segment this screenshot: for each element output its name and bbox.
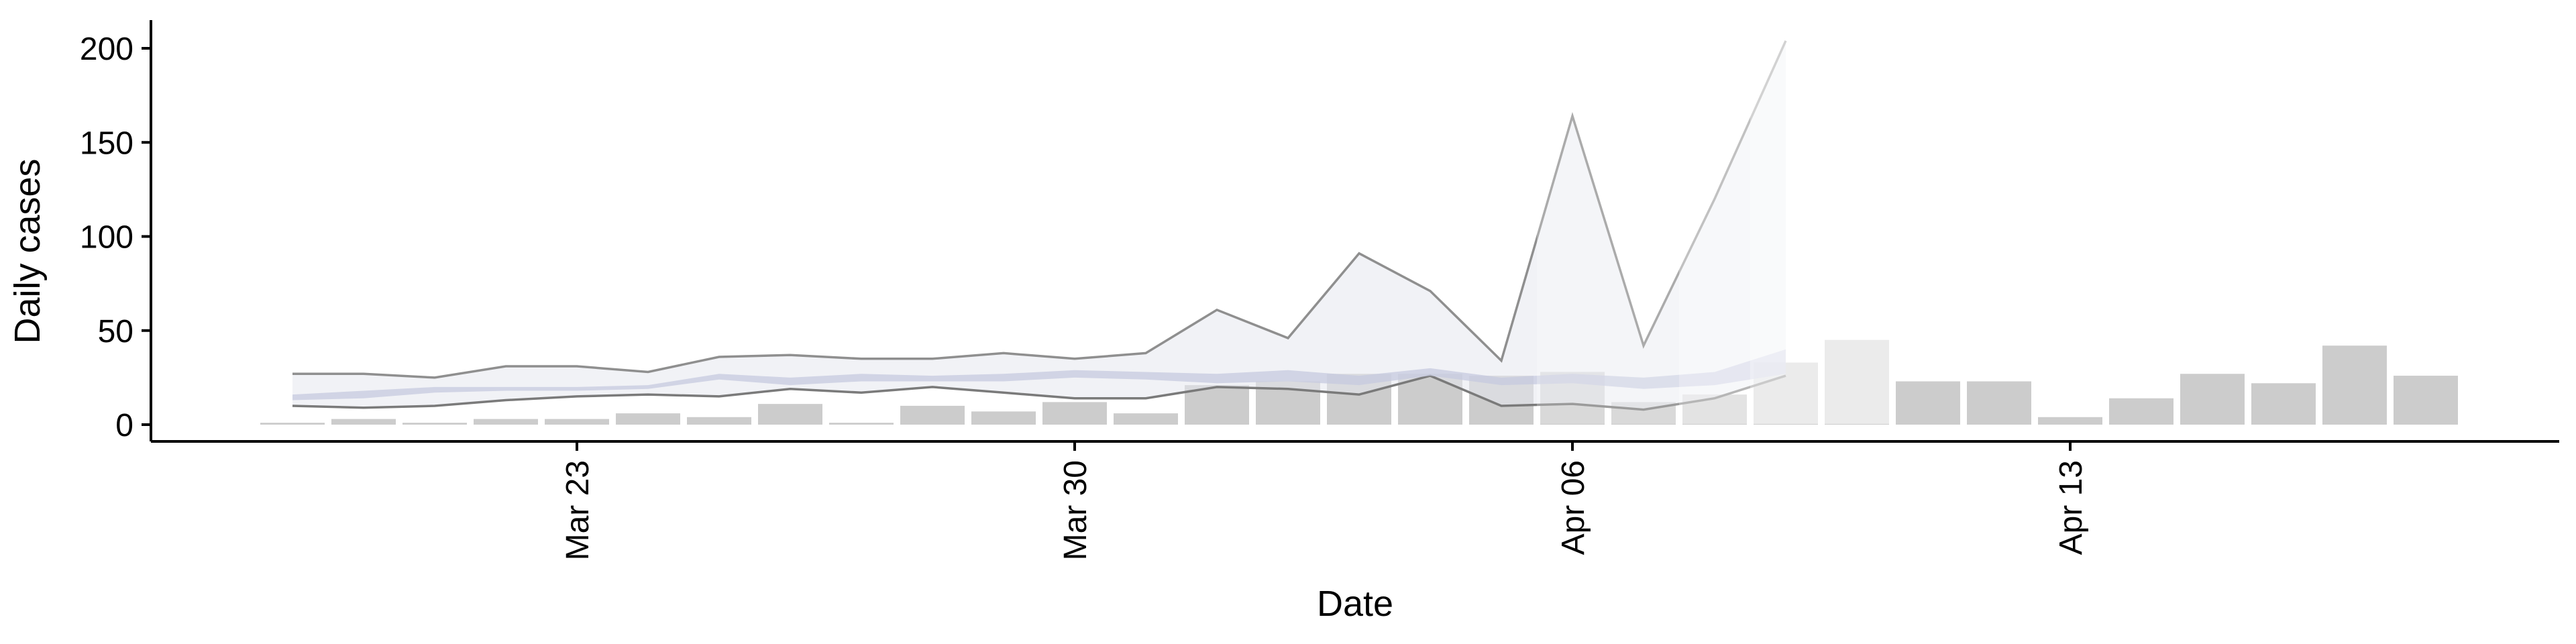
y-axis-title: Daily cases	[7, 158, 48, 343]
fade-overlay-1	[1537, 13, 1679, 424]
fade-overlay-3	[1750, 13, 1892, 424]
bar-2020-03-20	[331, 419, 396, 425]
bar-2020-03-26	[758, 404, 822, 425]
x-axis-title: Date	[1317, 584, 1393, 624]
y-tick-label: 0	[115, 408, 133, 443]
bar-2020-04-14	[2109, 398, 2174, 425]
lower-bound-line	[292, 374, 1786, 411]
bar-2020-03-28	[900, 405, 965, 425]
y-tick-label: 100	[80, 220, 133, 256]
x-tick-label: Apr 13	[2053, 460, 2089, 555]
x-axis-ticks: Mar 23 Mar 30 Apr 06 Apr 13	[560, 441, 2089, 560]
bar-2020-03-31	[1114, 413, 1178, 425]
narrow-interval-area	[292, 349, 1786, 400]
fade-overlays	[1537, 13, 1892, 424]
bar-2020-03-19	[260, 423, 325, 425]
y-tick-label: 200	[80, 32, 133, 67]
bar-2020-04-11	[1896, 381, 1960, 425]
estimate-ribbons	[292, 40, 1787, 411]
fade-overlay-2	[1679, 13, 1750, 424]
bar-2020-03-30	[1042, 402, 1107, 425]
x-tick-label: Mar 23	[560, 460, 596, 560]
bar-2020-03-23	[545, 419, 609, 425]
bar-2020-04-15	[2180, 374, 2245, 425]
bar-2020-03-22	[474, 419, 538, 425]
bar-2020-04-17	[2322, 345, 2387, 425]
y-axis-ticks: 0 50 100 150 200	[80, 32, 151, 443]
y-tick-label: 150	[80, 125, 133, 161]
bar-2020-04-16	[2251, 383, 2316, 425]
x-tick-label: Mar 30	[1058, 460, 1093, 560]
bar-2020-04-13	[2038, 417, 2102, 425]
bar-2020-04-18	[2394, 376, 2458, 425]
bar-2020-03-29	[971, 411, 1036, 425]
bar-2020-03-25	[687, 417, 751, 425]
upper-bound-line	[292, 40, 1787, 379]
bar-2020-03-27	[829, 423, 894, 425]
y-tick-label: 50	[98, 314, 133, 350]
x-tick-label: Apr 06	[1556, 460, 1591, 555]
wide-interval-area	[292, 40, 1786, 410]
axes	[150, 20, 2559, 443]
bar-2020-03-21	[402, 423, 467, 425]
bar-2020-04-12	[1967, 381, 2031, 425]
bar-2020-03-24	[616, 413, 680, 425]
bar-2020-04-01	[1185, 385, 1249, 425]
